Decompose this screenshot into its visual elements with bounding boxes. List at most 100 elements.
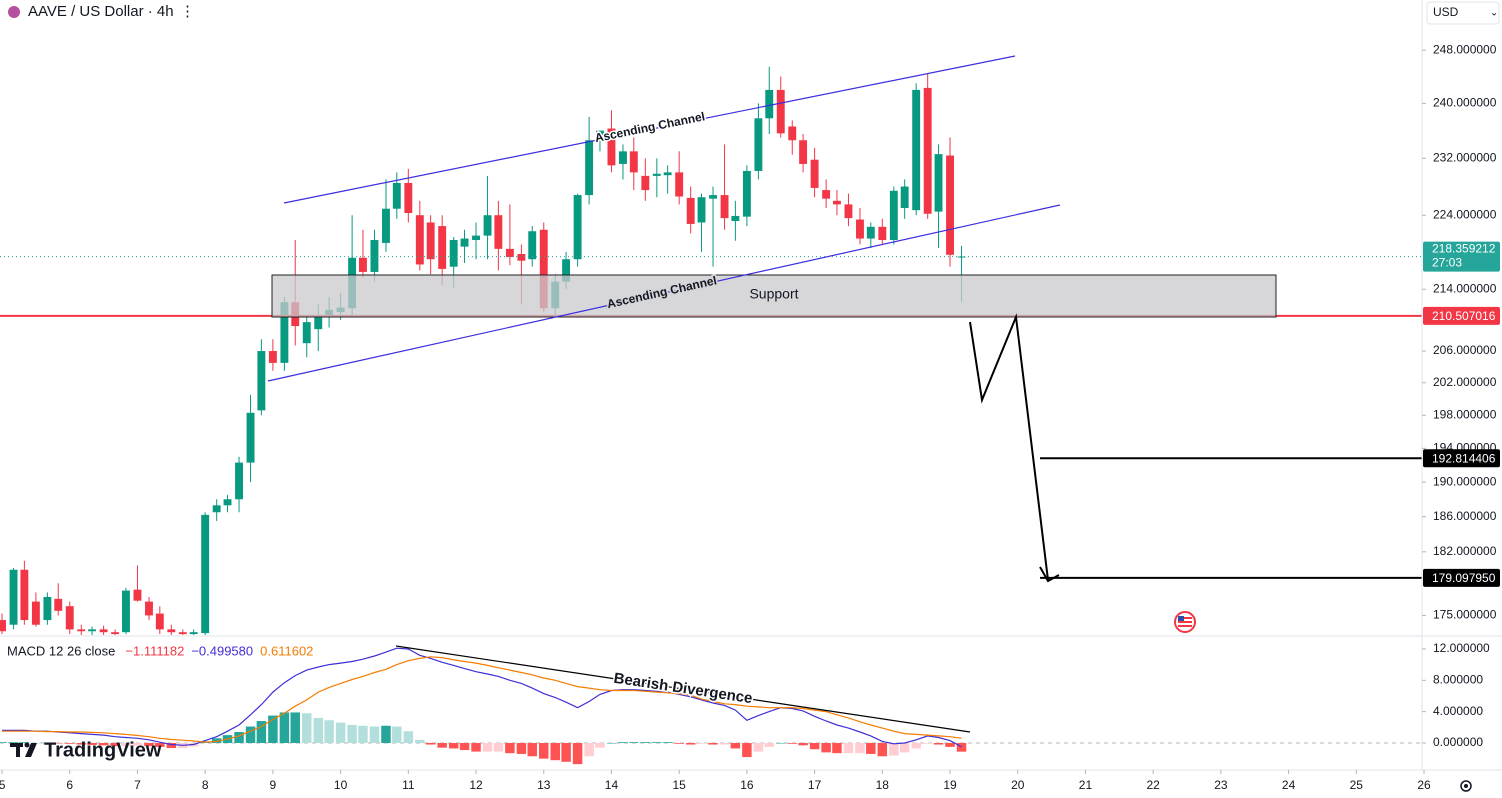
currency-box[interactable] bbox=[1426, 1, 1500, 25]
histogram-bar bbox=[448, 742, 459, 749]
candle-body bbox=[562, 259, 571, 282]
candle-body bbox=[822, 190, 831, 199]
candle-body bbox=[832, 200, 841, 205]
candle-body bbox=[111, 632, 120, 635]
x-tick-label: 10 bbox=[334, 778, 348, 792]
y-tick-label: 224.000000 bbox=[1433, 207, 1497, 221]
histogram-bar bbox=[290, 712, 300, 743]
candle-body bbox=[957, 256, 966, 258]
histogram-bar bbox=[437, 742, 447, 748]
candle-body bbox=[810, 159, 819, 188]
candle-body bbox=[697, 197, 706, 223]
histogram-bar bbox=[425, 742, 436, 745]
candle-body bbox=[866, 226, 875, 239]
candle-body bbox=[923, 87, 932, 214]
histogram-bar bbox=[256, 721, 267, 743]
histogram-bar bbox=[76, 742, 86, 745]
candle-body bbox=[392, 182, 401, 209]
x-tick-label: 26 bbox=[1417, 778, 1431, 792]
symbol-title: AAVE / US Dollar · 4h bbox=[28, 3, 174, 20]
x-tick-label: 24 bbox=[1282, 778, 1296, 792]
histogram-bar bbox=[245, 726, 256, 743]
logo: TradingView bbox=[10, 739, 162, 761]
candle-body bbox=[449, 240, 458, 267]
histogram-bar bbox=[911, 742, 921, 749]
candle-body bbox=[934, 154, 943, 212]
histogram-bar bbox=[358, 725, 368, 743]
candle-body bbox=[742, 170, 751, 217]
histogram-bar bbox=[8, 742, 19, 743]
price-tag bbox=[1423, 568, 1500, 587]
histogram-bar bbox=[640, 742, 651, 743]
histogram-bar bbox=[899, 742, 910, 753]
histogram-bar bbox=[753, 742, 764, 752]
price-tag-label: 210.507016 bbox=[1432, 309, 1496, 323]
candle-body bbox=[88, 629, 97, 632]
candle-body bbox=[517, 254, 526, 261]
candle-body bbox=[776, 89, 785, 134]
y-tick-label: 240.000000 bbox=[1433, 96, 1497, 110]
candle-body bbox=[415, 215, 424, 265]
histogram-bar bbox=[855, 742, 865, 754]
currency-caret[interactable]: ⌄ bbox=[1490, 8, 1498, 19]
histogram-bar bbox=[742, 742, 752, 758]
last-price-label: 218.359212 bbox=[1432, 242, 1496, 256]
candle-body bbox=[946, 155, 954, 255]
histogram-bar bbox=[482, 742, 493, 752]
candle-body bbox=[31, 601, 40, 625]
histogram-bar bbox=[877, 742, 888, 757]
histogram-bar bbox=[809, 742, 820, 750]
x-tick-label: 12 bbox=[469, 778, 483, 792]
y-tick-label: 4.000000 bbox=[1433, 704, 1483, 718]
currency-label[interactable]: USD bbox=[1433, 5, 1459, 19]
histogram-bar bbox=[945, 742, 955, 747]
settings-icon[interactable] bbox=[1460, 780, 1472, 792]
candle-body bbox=[720, 195, 729, 219]
histogram-bar bbox=[279, 712, 290, 743]
indicator-line bbox=[2, 656, 962, 743]
candle-body bbox=[54, 598, 63, 611]
legend-value: −0.499580 bbox=[191, 643, 253, 658]
x-tick-label: 21 bbox=[1079, 778, 1093, 792]
histogram-bar bbox=[550, 742, 560, 761]
histogram-bar bbox=[776, 742, 786, 744]
candle-body bbox=[573, 195, 582, 260]
histogram-bar bbox=[708, 742, 718, 745]
support-zone bbox=[271, 274, 1277, 318]
y-tick-label: 186.000000 bbox=[1433, 509, 1497, 523]
histogram-bar bbox=[347, 724, 357, 743]
histogram-bar bbox=[415, 739, 425, 743]
histogram-bar bbox=[527, 742, 537, 757]
y-tick-label: 202.000000 bbox=[1433, 375, 1497, 389]
drawings: Support Ascending Channel Ascending Chan… bbox=[267, 55, 1277, 733]
indicator-line bbox=[2, 647, 962, 748]
candle-body bbox=[619, 151, 627, 164]
candle-body bbox=[121, 590, 130, 633]
candle-body bbox=[20, 569, 29, 621]
candle-body bbox=[900, 186, 909, 208]
histogram-bar bbox=[674, 742, 684, 744]
candle-body bbox=[404, 182, 413, 214]
candle-body bbox=[731, 215, 740, 222]
candle-body bbox=[145, 601, 153, 616]
candle-body bbox=[629, 151, 638, 173]
candle-body bbox=[878, 226, 887, 241]
candle-body bbox=[223, 499, 232, 506]
histogram-bar bbox=[65, 742, 75, 744]
histogram-bar bbox=[764, 742, 774, 747]
candle-body bbox=[43, 597, 52, 621]
histogram-bar bbox=[381, 725, 391, 743]
candle-body bbox=[438, 226, 447, 269]
candle-body bbox=[788, 126, 797, 141]
y-tick-label: 175.000000 bbox=[1433, 608, 1497, 622]
histogram-bar bbox=[53, 742, 63, 744]
y-tick-label: 8.000000 bbox=[1433, 672, 1483, 686]
flag-icon bbox=[1174, 611, 1196, 633]
histogram-bar bbox=[0, 742, 7, 743]
candle-body bbox=[0, 620, 6, 632]
histogram-bar bbox=[335, 722, 346, 743]
y-tick-label: 12.000000 bbox=[1433, 641, 1490, 655]
more-dots[interactable]: ⋮ bbox=[180, 3, 195, 20]
